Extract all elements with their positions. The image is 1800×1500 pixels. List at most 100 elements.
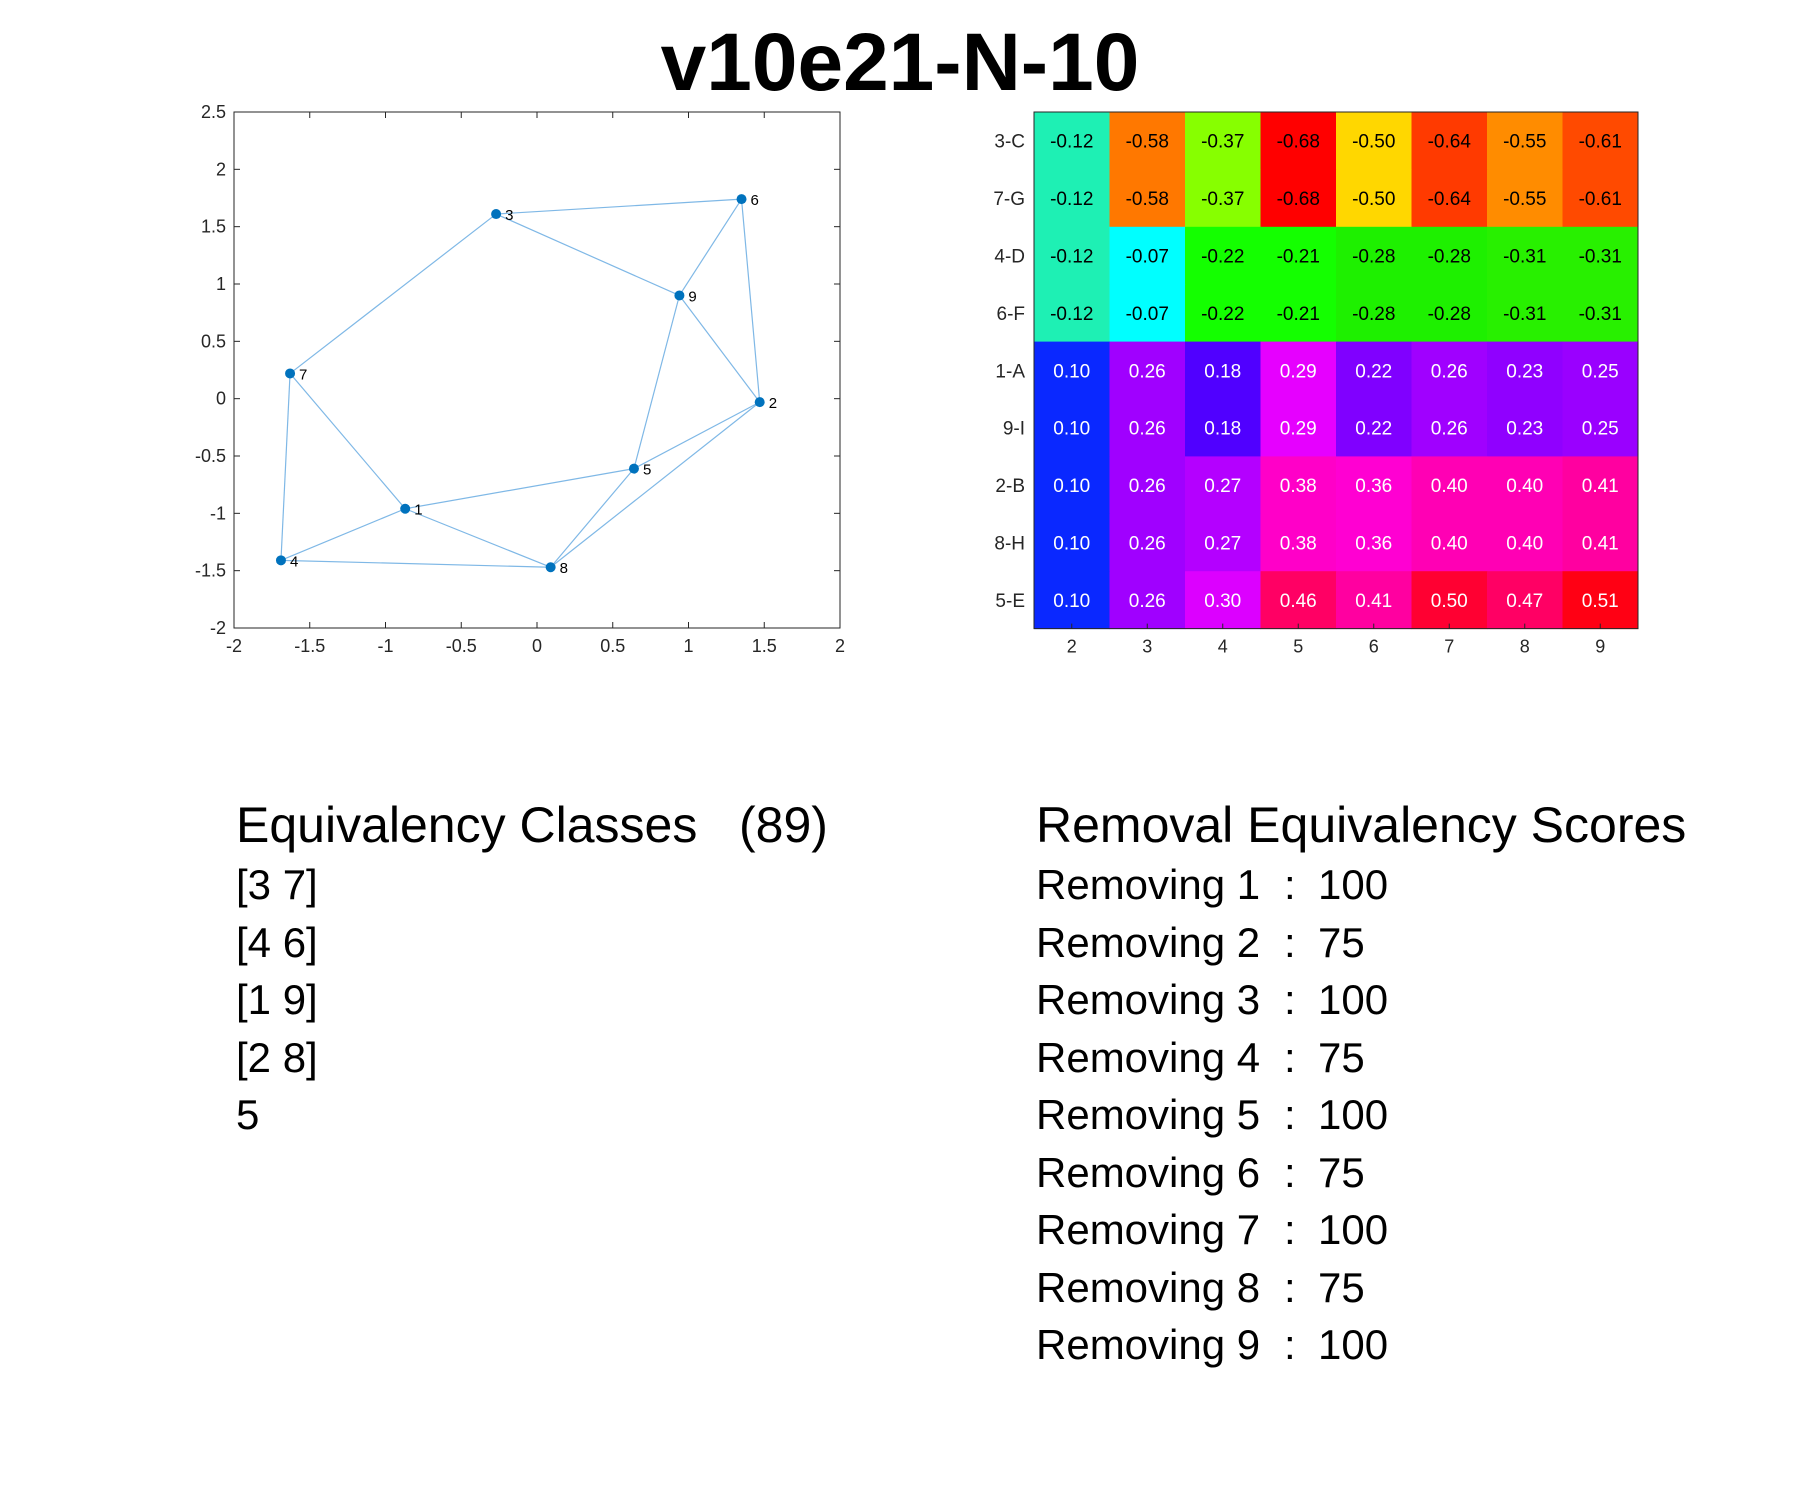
equivalency-classes-list: [3 7] [4 6] [1 9] [2 8] 5 (236, 856, 318, 1144)
removal-separator: : (1284, 1321, 1296, 1368)
graph-edge (496, 198, 742, 215)
heatmap-cell (1411, 112, 1488, 170)
heatmap-cell-value: -0.28 (1352, 247, 1395, 268)
heatmap-cell-value: 0.41 (1582, 534, 1619, 555)
graph-edge (550, 468, 635, 568)
graph-edge (289, 213, 497, 374)
heatmap-cell-value: 0.38 (1280, 476, 1317, 497)
heatmap-cell-value: -0.12 (1050, 247, 1093, 268)
heatmap-cell (1411, 284, 1488, 343)
heatmap-cell (1260, 399, 1337, 457)
heatmap-cell-value: 0.26 (1129, 591, 1166, 612)
heatmap-cell (1336, 456, 1412, 515)
graph-edge (550, 401, 761, 568)
heatmap-cell (1487, 169, 1563, 228)
heatmap-cell (1185, 341, 1261, 400)
heatmap-cell-value: 0.25 (1582, 419, 1619, 440)
removal-score: 75 (1318, 1148, 1365, 1196)
row-label: 7-G (993, 189, 1025, 210)
y-tick-label: 0.5 (201, 331, 226, 351)
heatmap-cell (1336, 284, 1412, 343)
node-label: 9 (688, 288, 696, 305)
graph-node (275, 555, 286, 566)
heatmap-cell (1411, 399, 1488, 457)
col-label: 7 (1444, 637, 1454, 657)
heatmap-cell (1562, 341, 1639, 400)
heatmap-cell-value: -0.37 (1201, 189, 1244, 210)
heatmap-cell (1487, 456, 1563, 515)
heatmap-cell-value: -0.21 (1277, 247, 1320, 268)
graph-node (545, 562, 556, 573)
heatmap-cell-value: -0.31 (1579, 247, 1622, 268)
heatmap-cell (1562, 399, 1639, 457)
heatmap-cell-value: -0.58 (1126, 132, 1169, 153)
node-label: 6 (751, 192, 759, 209)
removal-score: 100 (1318, 1091, 1389, 1138)
x-tick-label: 0 (532, 636, 542, 656)
heatmap-cell-value: 0.10 (1053, 476, 1090, 497)
heatmap-cell-value: -0.12 (1050, 304, 1093, 325)
heatmap-cell (1411, 169, 1488, 228)
heatmap-cell-value: 0.26 (1129, 361, 1166, 382)
heatmap-cell (1336, 399, 1412, 457)
heatmap-cell (1034, 571, 1110, 630)
heatmap-cell-value: 0.10 (1053, 591, 1090, 612)
equivalency-class-item: [2 8] (236, 1033, 318, 1081)
col-label: 9 (1595, 637, 1605, 657)
heatmap-cell (1260, 513, 1337, 572)
heatmap-cell (1185, 456, 1261, 515)
col-label: 6 (1369, 637, 1379, 657)
equivalency-class-item: 5 (236, 1091, 260, 1138)
heatmap-frame (1033, 111, 1639, 630)
heatmap-cell (1260, 456, 1337, 515)
x-tick-label: 0.5 (600, 636, 625, 656)
removal-separator: : (1284, 1033, 1296, 1081)
removal-label: Removing 4 (1036, 1033, 1261, 1081)
network-graph-plot: -2 -1.5 -1 -0.5 0 0.5 1 1.5 2 2.5 2 1.5 1 0.5 0 -0.5 -1 -… (195, 102, 845, 656)
heatmap-cell-value: -0.55 (1503, 132, 1546, 153)
removal-separator: : (1284, 976, 1296, 1023)
removal-label: Removing 1 (1036, 861, 1261, 908)
heatmap-cell-value: -0.22 (1201, 247, 1244, 268)
heatmap-cell (1034, 456, 1110, 515)
heatmap-cell (1109, 399, 1186, 457)
heatmap-cell-value: 0.26 (1431, 419, 1468, 440)
heatmap-cell-value: -0.58 (1126, 189, 1169, 210)
graph-edge (404, 508, 551, 568)
heatmap-cell-value: 0.26 (1129, 476, 1166, 497)
heatmap-cell (1487, 226, 1563, 285)
equivalency-class-item: [3 7] (236, 861, 318, 908)
heatmap-cell (1562, 112, 1639, 170)
col-label: 5 (1293, 637, 1303, 657)
removal-score: 75 (1318, 918, 1365, 966)
removal-label: Removing 3 (1036, 976, 1261, 1023)
node-label: 4 (290, 553, 298, 570)
removal-label: Removing 5 (1036, 1091, 1261, 1138)
y-tick-label: -1 (210, 503, 226, 523)
heatmap-cell (1336, 169, 1412, 228)
heatmap-plot: -0.12 -0.58 -0.37 -0.68 -0.50 -0.64 -0.55 -0.61… (993, 111, 1639, 657)
x-tick-label: -0.5 (446, 636, 477, 656)
heatmap-cell-value: 0.40 (1431, 534, 1468, 555)
removal-score: 100 (1318, 861, 1389, 908)
heatmap-cell (1260, 226, 1337, 285)
page-title: v10e21-N-10 (660, 17, 1140, 108)
heatmap-cell (1109, 284, 1186, 343)
removal-label: Removing 2 (1036, 918, 1261, 966)
heatmap-cell (1185, 284, 1261, 343)
heatmap-cell (1411, 571, 1488, 630)
removal-separator: : (1284, 861, 1296, 908)
removal-score: 75 (1318, 1263, 1365, 1311)
equivalency-class-item: [1 9] (236, 976, 318, 1023)
heatmap-cell (1109, 169, 1186, 228)
heatmap-cell (1562, 226, 1639, 285)
heatmap-cell (1336, 513, 1412, 572)
heatmap-cell-value: -0.50 (1352, 132, 1395, 153)
graph-node (400, 503, 411, 514)
heatmap-cell (1562, 169, 1639, 228)
heatmap-cell-value: -0.12 (1050, 132, 1093, 153)
x-tick-label: -2 (226, 636, 242, 656)
row-label: 4-D (994, 247, 1025, 268)
removal-label: Removing 6 (1036, 1148, 1261, 1196)
heatmap-cell-value: 0.36 (1355, 476, 1392, 497)
